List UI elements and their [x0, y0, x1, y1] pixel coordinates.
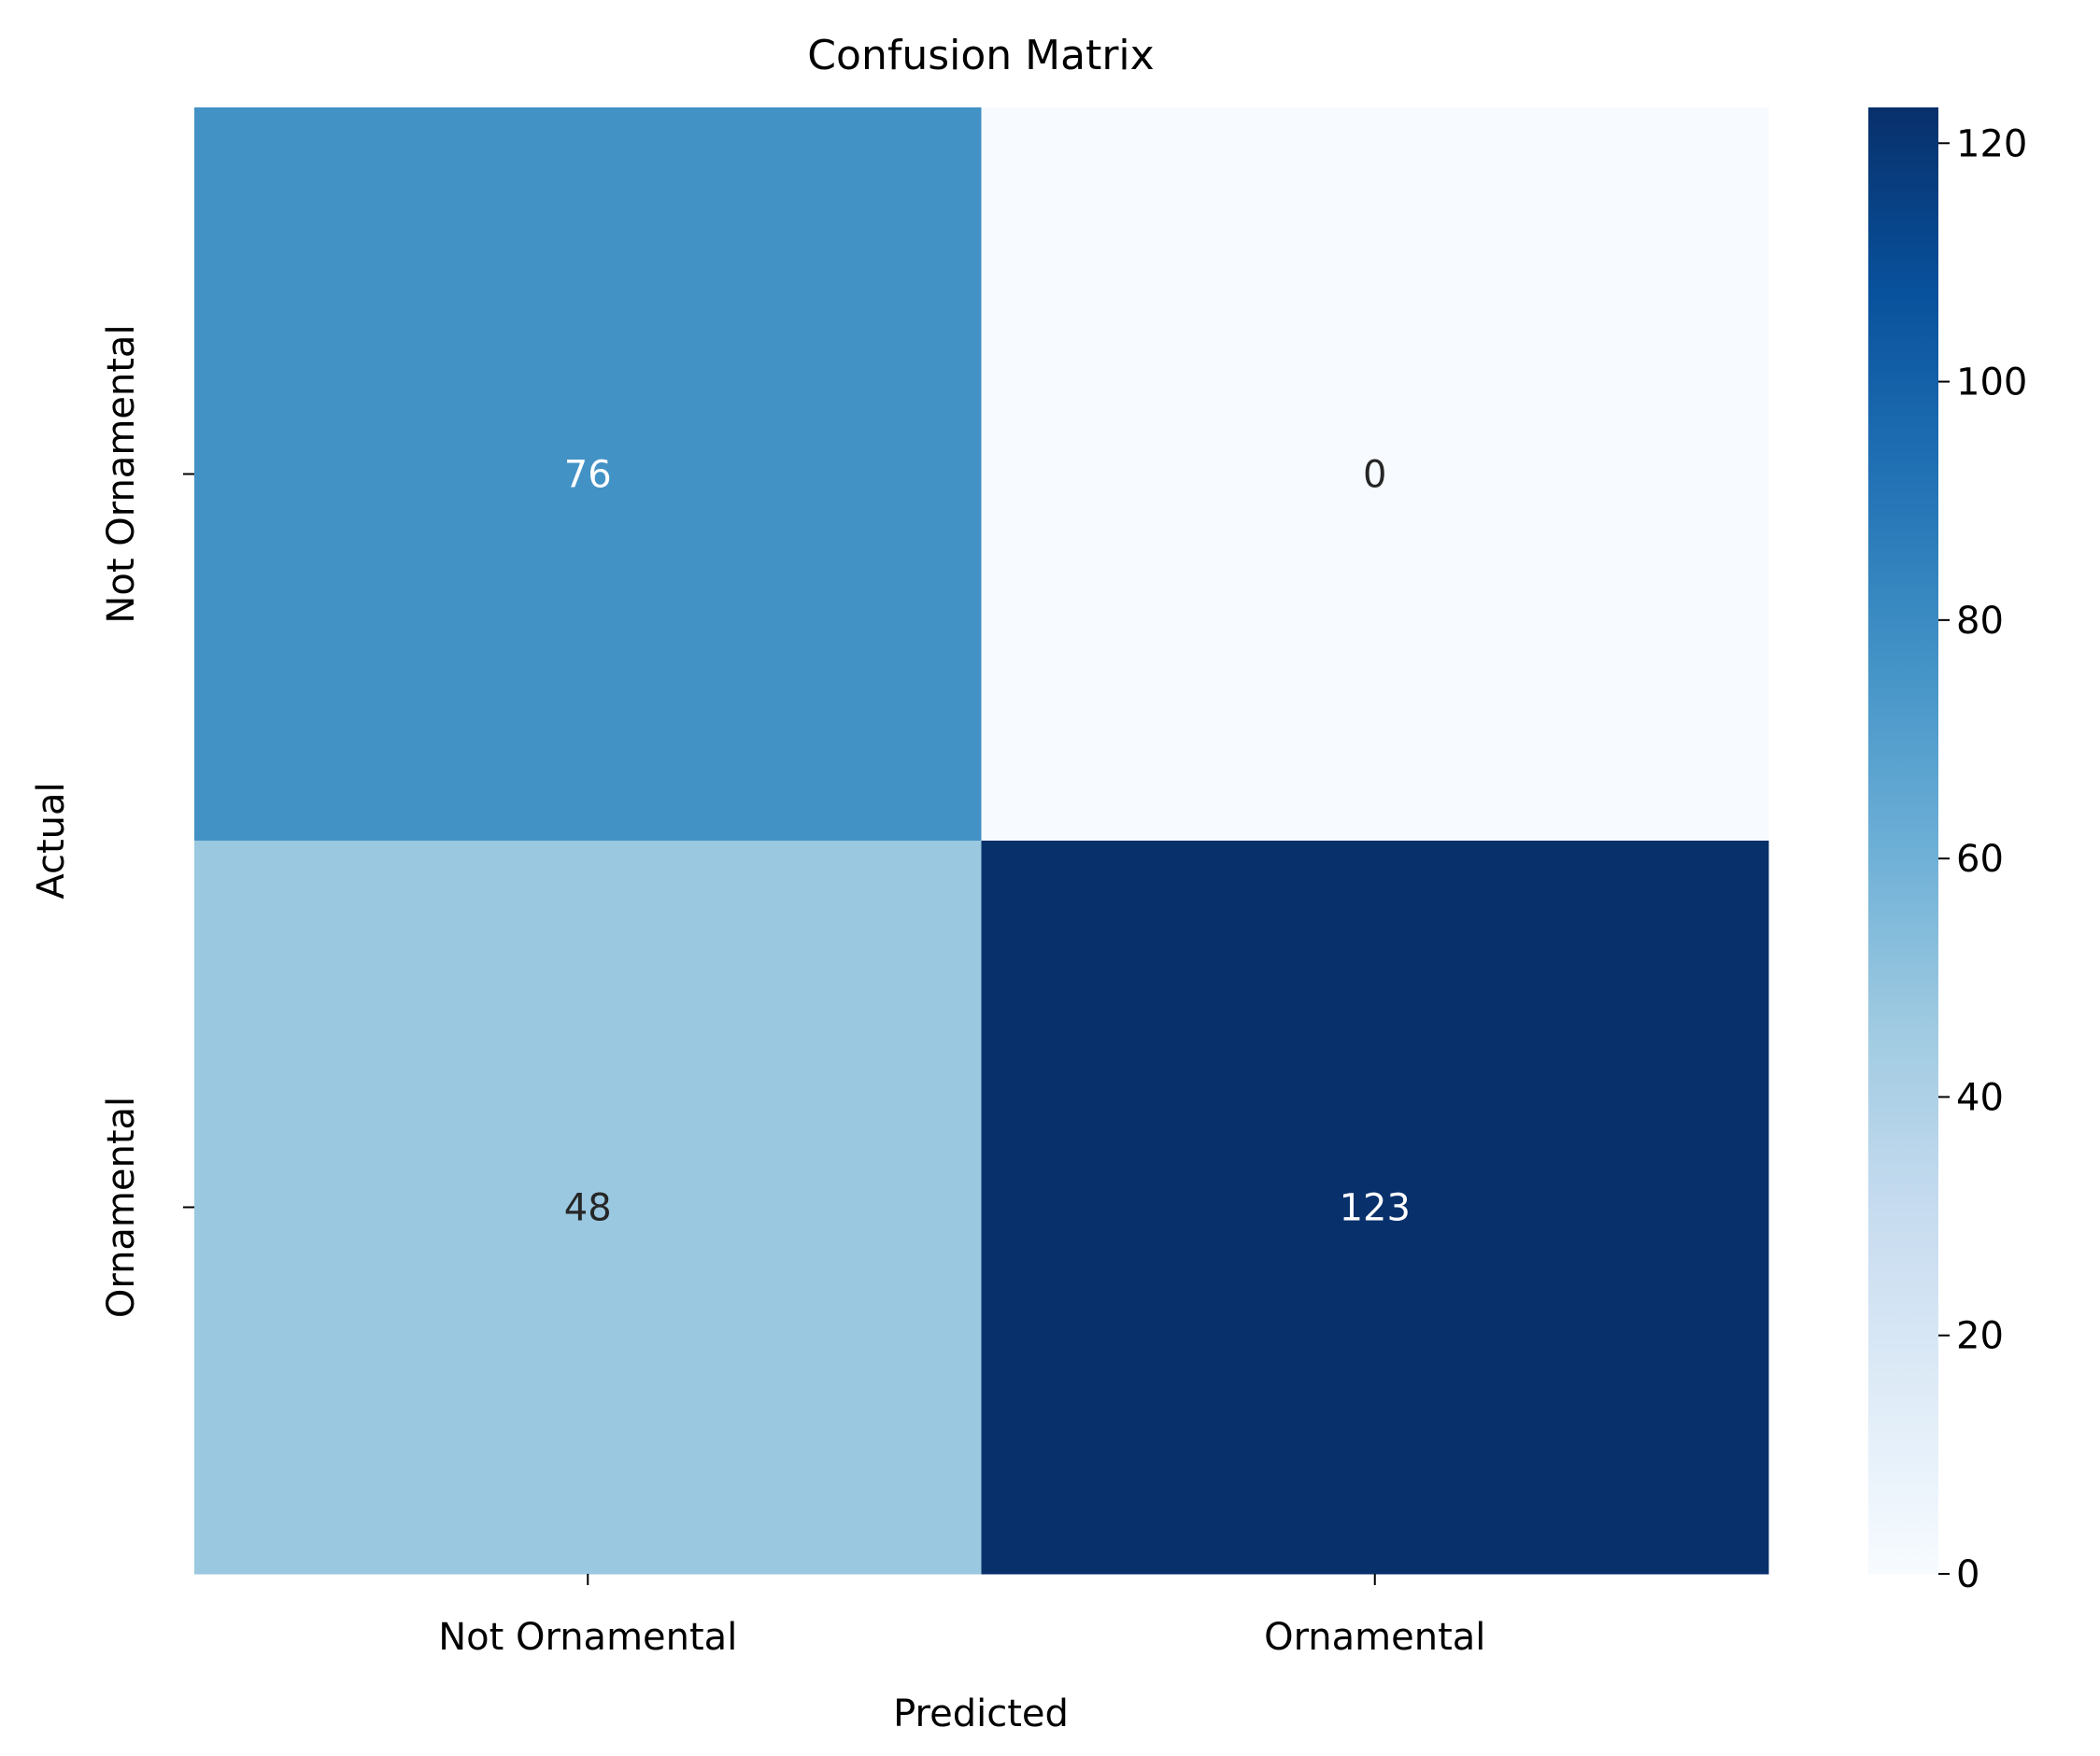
cell-value-label: 48: [564, 1187, 612, 1230]
colorbar-tick-label: 0: [1956, 1553, 1979, 1596]
colorbar-tick-label: 60: [1956, 838, 2004, 881]
colorbar-tick-label: 20: [1956, 1315, 2004, 1358]
heatmap-cell: [194, 841, 982, 1575]
cell-value-label: 123: [1340, 1187, 1411, 1230]
colorbar-tick-label: 120: [1956, 122, 2027, 165]
colorbar-tick-label: 80: [1956, 600, 2004, 643]
colorbar-tick-label: 100: [1956, 361, 2027, 404]
y-tick-label: Ornamental: [100, 1097, 143, 1318]
y-tick-label: Not Ornamental: [100, 324, 143, 623]
chart-title: Confusion Matrix: [807, 32, 1154, 79]
colorbar-tick-label: 40: [1956, 1076, 2004, 1119]
x-axis-label: Predicted: [893, 1692, 1069, 1735]
heatmap-cell: [981, 107, 1769, 842]
y-axis-label: Actual: [30, 782, 73, 899]
colorbar: [1868, 107, 1938, 1574]
x-tick-label: Ornamental: [1264, 1616, 1485, 1659]
cell-value-label: 0: [1363, 454, 1386, 497]
heatmap-cell: [981, 841, 1769, 1575]
cell-value-label: 76: [564, 454, 612, 497]
heatmap-cell: [194, 107, 982, 842]
x-tick-label: Not Ornamental: [438, 1616, 737, 1659]
